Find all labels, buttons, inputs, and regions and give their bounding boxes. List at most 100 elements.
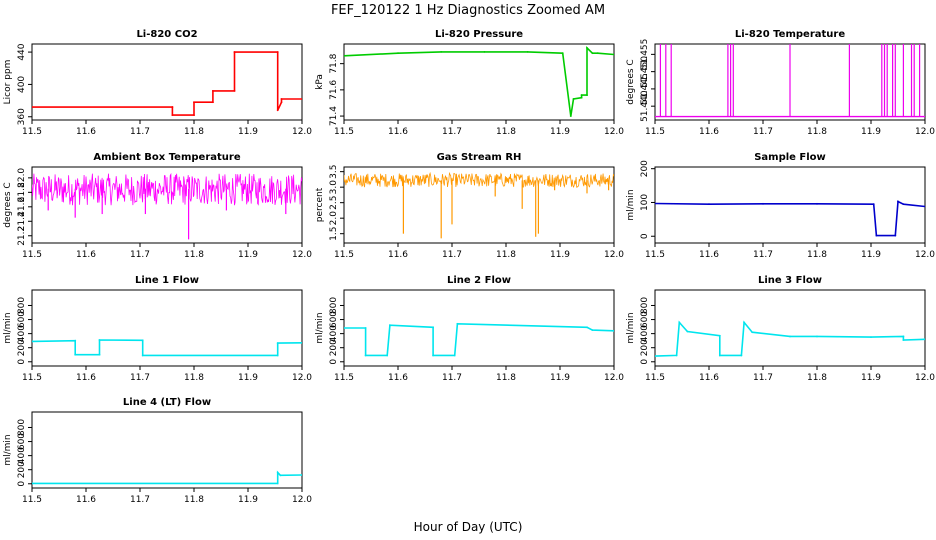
chart-7-y-tick-label: 800: [17, 297, 27, 314]
chart-8-data-point: [364, 354, 367, 357]
chart-1-data-point: [171, 106, 174, 108]
chart-3-x-tick-label: 11.9: [861, 127, 881, 137]
chart-2-y-tick-label: 71.4: [329, 106, 339, 126]
chart-5-y-tick-label: 2.0: [329, 211, 339, 226]
chart-7-x-tick-label: 12.0: [292, 373, 312, 383]
chart-2-x-tick-label: 11.5: [334, 127, 354, 137]
chart-8-title: Line 2 Flow: [447, 275, 511, 286]
chart-10-data-point: [276, 482, 279, 485]
chart-2-data-point: [397, 52, 399, 55]
chart-3-y-tick-label: 51.445: [640, 73, 650, 105]
chart-3-title: Li-820 Temperature: [735, 29, 845, 40]
chart-10-series-line: [32, 470, 302, 485]
chart-9-data-point: [718, 354, 721, 357]
chart-2-data-point: [440, 50, 443, 53]
chart-7-panel: Line 1 Flow 11.5 11.6 11.7 11.8 11.9 12.0 0 2004…: [3, 275, 312, 383]
chart-7-x-tick-label: 11.8: [184, 373, 204, 383]
chart-2-data-point: [591, 52, 594, 55]
chart-6-title: Sample Flow: [754, 152, 826, 163]
chart-9-data-point: [686, 330, 689, 333]
chart-2-x-tick-label: 11.8: [496, 127, 516, 137]
chart-10-data-point: [276, 471, 279, 474]
chart-1-y-tick-label: 440: [17, 43, 27, 60]
chart-7-y-axis-label: ml/min: [3, 312, 13, 343]
chart-8-y-tick-label: 800: [329, 297, 339, 314]
chart-9-data-point: [789, 335, 791, 338]
chart-1-data-point: [280, 98, 283, 100]
chart-4-noise-band: [32, 172, 302, 206]
chart-7-data-point: [74, 339, 77, 342]
chart-9-data-point: [740, 354, 743, 357]
chart-4-y-tick-label: 22.0: [17, 168, 27, 188]
chart-9-y-tick-label: 800: [640, 297, 650, 314]
chart-6-y-tick-label: 100: [640, 194, 650, 211]
chart-4-y-tick-label: 21.6: [17, 197, 27, 217]
chart-6-x-tick-label: 11.8: [807, 250, 827, 260]
chart-2-title: Li-820 Pressure: [435, 29, 523, 40]
chart-10-y-tick-label: 600: [17, 433, 27, 450]
chart-5-y-tick-label: 2.5: [329, 196, 339, 210]
chart-6-data-point: [816, 202, 818, 205]
chart-4-x-tick-label: 11.5: [22, 250, 42, 260]
chart-6-data-point: [762, 202, 764, 205]
chart-9-data-point: [675, 354, 678, 357]
chart-7-series-line: [32, 339, 302, 357]
chart-9-y-tick-label: 0: [640, 359, 650, 365]
chart-9-y-tick-label: 600: [640, 311, 650, 328]
x-axis-caption: Hour of Day (UTC): [414, 520, 523, 534]
chart-10-y-tick-label: 200: [17, 461, 27, 478]
chart-9-data-point: [751, 331, 754, 334]
chart-6-y-tick-label: 0: [640, 233, 650, 239]
chart-10-y-axis-label: ml/min: [3, 434, 13, 465]
chart-5-title: Gas Stream RH: [437, 152, 522, 163]
chart-1-data-point: [212, 89, 214, 92]
chart-1-x-tick-label: 11.9: [238, 127, 258, 137]
chart-9-data-point: [902, 339, 905, 341]
chart-7-x-tick-label: 11.9: [238, 373, 258, 383]
chart-9-y-tick-label: 400: [640, 325, 650, 342]
chart-9-plot-frame: [654, 289, 926, 367]
chart-10-y-tick-label: 800: [17, 419, 27, 436]
chart-8-data-point: [389, 324, 391, 327]
chart-1-data-point: [276, 109, 279, 112]
chart-3-y-tick-label: 51.440: [640, 90, 650, 122]
chart-9-x-tick-label: 11.9: [861, 373, 881, 383]
chart-9-data-point: [924, 338, 925, 341]
chart-1-y-tick-label: 400: [17, 76, 27, 93]
chart-7-data-point: [276, 342, 279, 345]
chart-6-panel: Sample Flow 11.5 11.6 11.7 11.8 11.9 12.0 0 100 2…: [626, 152, 935, 260]
chart-6-y-axis-label: ml/min: [626, 189, 636, 220]
chart-6-y-tick-label: 200: [640, 160, 650, 177]
chart-5-noise-band: [344, 171, 614, 189]
chart-6-data-point: [708, 203, 710, 206]
chart-4-panel: Ambient Box Temperature 11.5 11.6 11.7 11.8 1…: [3, 152, 312, 260]
chart-8-x-tick-label: 11.6: [388, 373, 408, 383]
chart-9-data-point: [902, 335, 905, 338]
chart-1-data-point: [193, 101, 195, 104]
chart-4-y-tick-label: 21.4: [17, 211, 27, 231]
chart-8-data-point: [456, 322, 459, 325]
chart-3-x-tick-label: 11.7: [753, 127, 773, 137]
chart-6-x-tick-label: 11.7: [753, 250, 773, 260]
chart-6-data-point: [875, 234, 878, 237]
chart-7-data-point: [32, 340, 33, 343]
chart-8-data-point: [613, 329, 614, 332]
chart-10-x-tick-label: 11.8: [184, 495, 204, 505]
chart-7-data-point: [141, 354, 144, 357]
chart-5-x-tick-label: 11.5: [334, 250, 354, 260]
chart-8-x-tick-label: 11.9: [550, 373, 570, 383]
chart-5-y-tick-label: 1.5: [329, 227, 339, 241]
chart-9-data-point: [816, 335, 818, 338]
chart-5-x-tick-label: 11.9: [550, 250, 570, 260]
chart-8-y-axis-label: ml/min: [315, 312, 325, 343]
chart-1-data-point: [193, 114, 195, 117]
chart-8-y-tick-label: 200: [329, 339, 339, 356]
chart-5-x-tick-label: 12.0: [604, 250, 624, 260]
chart-5-y-tick-label: 3.5: [329, 164, 339, 178]
chart-5-panel: Gas Stream RH 11.5 11.6 11.7 11.8 11.9 12.0 1.5…: [315, 152, 624, 260]
chart-1-x-tick-label: 11.6: [76, 127, 96, 137]
chart-7-data-point: [98, 353, 101, 356]
chart-9-x-tick-label: 11.5: [645, 373, 665, 383]
chart-8-data-point: [591, 329, 594, 332]
